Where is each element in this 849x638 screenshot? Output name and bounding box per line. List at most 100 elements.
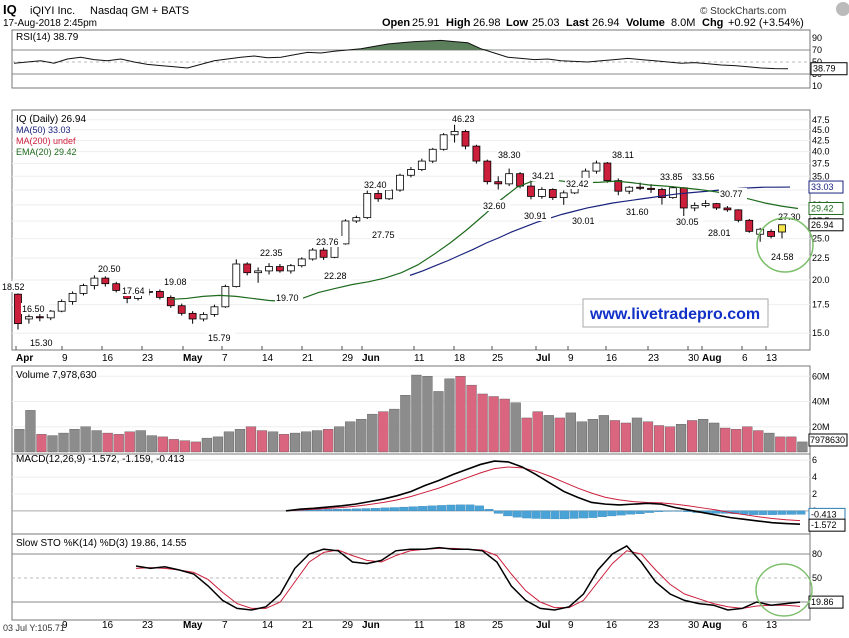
price-tick-label: 22.5 — [812, 253, 830, 263]
macd-tick-label: 4 — [812, 472, 817, 482]
candle-body — [374, 193, 383, 200]
price-tick-label: 20.0 — [812, 275, 830, 285]
volume-bar — [267, 431, 279, 453]
macd-histogram-bar — [333, 509, 343, 512]
volume-bar — [499, 398, 510, 453]
candle-body — [166, 297, 175, 307]
candle-body — [341, 220, 350, 245]
volume-bar — [675, 424, 687, 453]
rsi-last-box — [810, 62, 848, 76]
sto-highlight-ring — [755, 563, 813, 617]
open-label: Open — [382, 17, 410, 29]
candle-body — [385, 189, 393, 200]
macd-histogram-bar — [550, 510, 560, 520]
candle-body — [690, 205, 699, 209]
macd-histogram-bar — [323, 509, 333, 512]
candle-body — [90, 277, 99, 286]
candle-body — [46, 310, 55, 319]
price-annotation: 16.50 — [22, 304, 45, 314]
volume-bar — [323, 429, 334, 453]
volume-bar — [532, 411, 543, 453]
candle-body — [276, 266, 284, 272]
price-annotation: 22.35 — [260, 248, 283, 258]
annotation-bg — [770, 251, 798, 262]
volume-bar — [14, 429, 25, 453]
footer-note: 03 Jul Y:105.71 — [3, 623, 65, 633]
candle-body — [767, 230, 775, 237]
candle-body — [417, 160, 426, 170]
price-tick-label: 25.0 — [812, 234, 830, 244]
volume-group: 60M 40M 20M 7978630 — [12, 371, 848, 453]
macd-histogram-bar — [560, 510, 569, 520]
candle-body — [155, 291, 164, 298]
x-tick-label: 9 — [62, 353, 68, 364]
x-tick-label-bottom: 30 — [688, 620, 700, 631]
volume-bar — [25, 410, 36, 453]
macd-histogram-bar — [370, 508, 380, 512]
volume-label: Volume — [626, 17, 665, 29]
volume-bar — [488, 396, 499, 453]
volume-bar — [91, 430, 102, 453]
volume-bar — [620, 422, 632, 453]
candle-body — [243, 263, 252, 274]
volume-bar — [477, 393, 488, 453]
price-annotation: 30.05 — [676, 217, 699, 227]
macd-histogram-bar — [711, 510, 721, 514]
candle-body — [101, 277, 110, 285]
macd-histogram-bar — [616, 510, 626, 516]
site-watermark[interactable]: www.livetradepro.com — [589, 306, 760, 323]
volume-bar — [47, 435, 58, 453]
volume-bar — [124, 431, 135, 453]
volume-bar — [179, 440, 190, 453]
annotation-bg — [207, 332, 235, 343]
x-tick-label: 13 — [766, 353, 778, 364]
macd-histogram-bar — [418, 506, 428, 512]
candle-body — [14, 293, 22, 325]
candle-body — [25, 316, 33, 320]
candle-body — [679, 187, 688, 209]
candle-body — [265, 266, 273, 272]
price-annotation: 18.52 — [2, 282, 25, 292]
price-annotation: 38.30 — [498, 150, 521, 160]
candle-body — [35, 316, 44, 319]
macd-signal-line — [285, 466, 801, 522]
x-tick-label-bottom: 9 — [568, 620, 574, 631]
volume-legend: Volume 7,978,630 — [16, 370, 97, 381]
macd-histogram-bar — [380, 507, 390, 512]
volume-bar — [742, 426, 753, 453]
macd-histogram-bar — [664, 510, 673, 512]
macd-group: 6420-0.413-1.572 — [12, 455, 846, 532]
volume-bar — [146, 435, 157, 453]
volume-bar — [444, 378, 455, 453]
volume-value: 8.0M — [671, 17, 695, 29]
volume-bar — [223, 431, 235, 453]
x-tick-label-bottom: 7 — [222, 620, 228, 631]
x-tick-label-bottom: 25 — [492, 620, 504, 631]
macd-tick-label: 6 — [812, 455, 817, 465]
watermark-stockcharts: © StockCharts.com — [700, 6, 786, 17]
volume-bar — [786, 436, 797, 453]
low-label: Low — [506, 17, 528, 29]
side-label-box — [808, 218, 844, 232]
price-legend: IQ (Daily) 26.94 — [16, 114, 86, 125]
price-tick-label: 45.0 — [812, 125, 830, 135]
rsi-tick-label: 50 — [812, 57, 822, 67]
candle-body — [308, 249, 317, 260]
volume-bar — [245, 426, 257, 453]
annotation-bg — [323, 270, 351, 281]
candle-body — [319, 249, 328, 258]
candle-body — [352, 217, 361, 222]
x-tick-label-bottom: 23 — [142, 620, 154, 631]
annotation-bg — [275, 292, 303, 303]
price-annotation: 30.91 — [524, 211, 547, 221]
volume-bar — [256, 430, 268, 453]
high-label: High — [446, 17, 471, 29]
price-annotation: 30.01 — [572, 216, 595, 226]
macd-histogram-bar — [645, 510, 655, 513]
ma200-legend: MA(200) undef — [16, 136, 76, 146]
price-tick-label: 47.5 — [812, 115, 830, 125]
volume-bar — [686, 420, 698, 453]
annotation-bg — [531, 170, 559, 181]
candle-body — [461, 131, 470, 147]
